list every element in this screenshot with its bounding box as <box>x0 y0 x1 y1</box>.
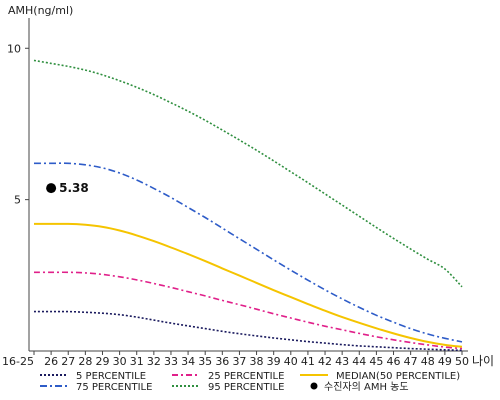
x-tick-label: 48 <box>421 355 435 368</box>
series-layer <box>33 59 463 352</box>
legend-label-1: 25 PERCENTILE <box>208 371 284 382</box>
legend-label-3: 75 PERCENTILE <box>76 382 152 393</box>
series-line-0 <box>34 310 463 352</box>
x-tick-label: 47 <box>404 355 418 368</box>
x-axis-title: 나이 <box>472 354 494 368</box>
x-tick-label: 37 <box>232 355 246 368</box>
series-line-4 <box>33 59 463 288</box>
x-tick-label: 28 <box>78 355 92 368</box>
legend-label-2: MEDIAN(50 PERCENTILE) <box>336 371 460 382</box>
legend: 5 PERCENTILE 25 PERCENTILE MEDIAN(50 PERCE… <box>40 371 460 393</box>
x-tick-label: 38 <box>250 355 264 368</box>
y-tick-label: 5 <box>14 194 21 207</box>
x-tick-label: 16-25 <box>2 355 34 368</box>
x-tick-label: 41 <box>301 355 315 368</box>
x-tick-label: 42 <box>318 355 332 368</box>
x-tick-label: 43 <box>335 355 349 368</box>
x-tick-label: 50 <box>455 355 469 368</box>
legend-label-5: 수진자의 AMH 농도 <box>324 381 409 393</box>
x-tick-label: 44 <box>352 355 366 368</box>
legend-label-4: 95 PERCENTILE <box>208 382 284 393</box>
axes: 5 10 16-25 26 27 28 29 30 31 32 33 34 35 36 37 38 39 40 41… <box>2 18 469 368</box>
x-tick-label: 36 <box>215 355 229 368</box>
patient-amh-point <box>46 183 57 194</box>
x-tick-label: 33 <box>164 355 178 368</box>
x-tick-label: 35 <box>198 355 212 368</box>
legend-swatch-5 <box>310 382 318 390</box>
x-tick-label: 29 <box>95 355 109 368</box>
x-tick-label: 32 <box>147 355 161 368</box>
x-tick-label: 26 <box>44 355 58 368</box>
x-tick-label: 40 <box>284 355 298 368</box>
x-tick-label: 39 <box>267 355 281 368</box>
x-tick-label: 30 <box>113 355 127 368</box>
x-tick-label: 46 <box>387 355 401 368</box>
marker-layer: 5.38 <box>46 181 89 195</box>
x-tick-label: 49 <box>438 355 452 368</box>
series-line-3 <box>34 162 463 343</box>
x-tick-label: 34 <box>181 355 195 368</box>
patient-amh-label: 5.38 <box>59 181 89 195</box>
series-line-2 <box>34 222 463 348</box>
series-line-1 <box>34 271 463 350</box>
x-tick-label: 31 <box>130 355 144 368</box>
x-tick-label: 45 <box>369 355 383 368</box>
legend-label-0: 5 PERCENTILE <box>76 371 146 382</box>
y-axis-title: AMH(ng/ml) <box>8 4 73 17</box>
x-tick-label: 27 <box>61 355 75 368</box>
y-tick-label: 10 <box>7 42 21 55</box>
